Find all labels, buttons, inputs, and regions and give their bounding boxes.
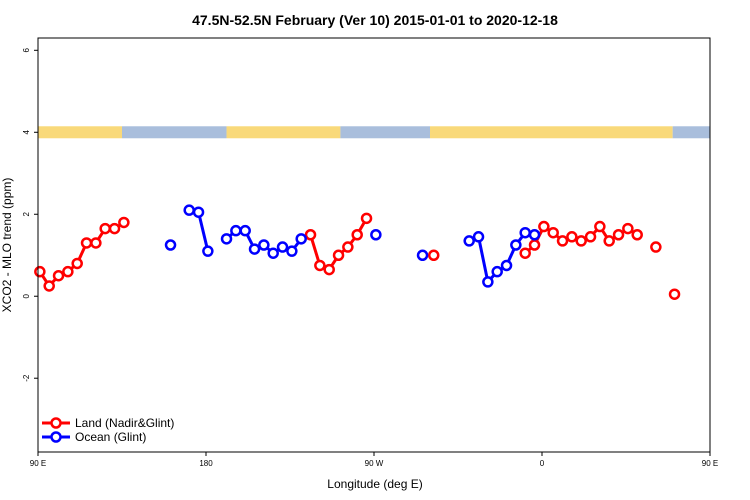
axis-layer: 90 E 180 90 W 0 90 E -2 0 2 4 6 (22, 37, 718, 468)
legend-land-marker (50, 417, 62, 429)
surface-band-ocean-3 (340, 126, 430, 139)
series-land-point-3-3 (547, 226, 559, 239)
legend-land-label: Land (Nadir&Glint) (75, 416, 174, 430)
series-land-point-0-8 (108, 222, 121, 235)
chart-legend: Land (Nadir&Glint) Ocean (Glint) (42, 416, 174, 444)
series-ocean-point-4-0 (416, 249, 429, 261)
surface-band-ocean-5 (672, 126, 710, 139)
legend-ocean-marker (50, 431, 62, 443)
series-land-point-0-7 (99, 222, 111, 235)
series-ocean-point-3-0 (370, 229, 382, 241)
series-land-point-1-3 (332, 249, 345, 261)
series-land-point-3-1 (528, 239, 541, 251)
series-land-point-0-2 (52, 269, 65, 282)
x-tick-label-4: 90 E (702, 459, 718, 468)
series-ocean-point-5-5 (510, 239, 522, 251)
series-land-point-0-3 (62, 265, 74, 278)
series-ocean-point-2-2 (239, 224, 251, 237)
series-land-point-1-2 (323, 263, 335, 276)
x-tick-label-3: 0 (540, 459, 545, 468)
series-ocean-point-5-6 (519, 226, 531, 239)
series-ocean-point-5-1 (472, 231, 485, 243)
x-tick-label-0: 90 E (30, 459, 46, 468)
series-land-point-0-6 (90, 237, 102, 249)
series-land-point-4-0 (650, 241, 662, 253)
series-ocean-point-1-1 (192, 206, 205, 218)
surface-band-land-2 (226, 126, 341, 139)
series-land-point-0-4 (71, 257, 83, 270)
series-land-point-1-6 (360, 212, 373, 225)
y-axis-label: XCO2 - MLO trend (ppm) (0, 178, 14, 313)
series-land-point-3-12 (631, 229, 643, 241)
x-tick-label-2: 90 W (365, 459, 384, 468)
legend-ocean-label: Ocean (Glint) (75, 430, 146, 444)
series-land-point-3-4 (556, 235, 569, 247)
series-ocean-point-5-3 (491, 265, 503, 278)
series-land-point-3-10 (612, 229, 625, 241)
series-land-point-0-5 (80, 237, 93, 249)
series-land-point-3-6 (575, 235, 587, 247)
y-tick-label-2: 2 (22, 211, 31, 216)
series-ocean-point-2-3 (248, 243, 261, 255)
x-axis-label: Longitude (deg E) (327, 477, 422, 491)
series-land-point-3-7 (584, 231, 597, 243)
series-land-point-1-1 (314, 259, 326, 272)
series-ocean-point-2-1 (230, 224, 242, 237)
series-ocean-point-2-8 (295, 233, 307, 245)
series-ocean-point-5-0 (463, 235, 475, 247)
series-land-point-3-8 (594, 220, 606, 233)
series-land-point-0-0 (34, 265, 46, 278)
surface-band-ocean-1 (122, 126, 227, 139)
series-ocean-point-5-7 (528, 229, 541, 241)
series-land-point-3-2 (538, 220, 550, 233)
series-ocean-point-2-6 (276, 241, 289, 253)
chart-title: 47.5N-52.5N February (Ver 10) 2015-01-01… (192, 12, 558, 28)
y-tick-label-3: 4 (22, 130, 31, 135)
series-ocean-point-5-2 (482, 276, 494, 288)
series-ocean-point-0-0 (164, 239, 177, 251)
series-land-point-3-0 (519, 247, 531, 259)
surface-type-band (38, 126, 710, 139)
y-tick-label-1: 0 (22, 293, 31, 298)
series-land-point-5-0 (668, 288, 681, 300)
surface-band-land-4 (430, 126, 673, 139)
surface-band-land-0 (38, 126, 122, 139)
series-land-point-1-0 (304, 229, 317, 241)
series-land-point-3-9 (603, 235, 615, 247)
series-ocean-point-5-4 (500, 259, 513, 272)
series-land-point-1-5 (351, 229, 363, 241)
series-ocean-point-1-2 (202, 245, 214, 257)
series-land-point-0-9 (118, 216, 130, 229)
y-tick-label-0: -2 (22, 374, 31, 382)
series-land-point-3-5 (566, 231, 578, 243)
series-ocean-point-2-4 (258, 239, 270, 251)
series-ocean-point-2-0 (220, 233, 233, 245)
x-tick-label-1: 180 (199, 459, 213, 468)
series-land-point-1-4 (342, 241, 354, 253)
series-land-point-2-0 (427, 249, 440, 261)
series-land-point-3-11 (622, 222, 634, 235)
series-ocean-point-2-5 (267, 247, 279, 259)
series-ocean-point-1-0 (183, 204, 195, 216)
series-land-point-0-1 (43, 280, 55, 292)
series-layer (34, 204, 681, 300)
series-ocean-point-2-7 (286, 245, 298, 257)
y-tick-label-4: 6 (22, 48, 31, 53)
